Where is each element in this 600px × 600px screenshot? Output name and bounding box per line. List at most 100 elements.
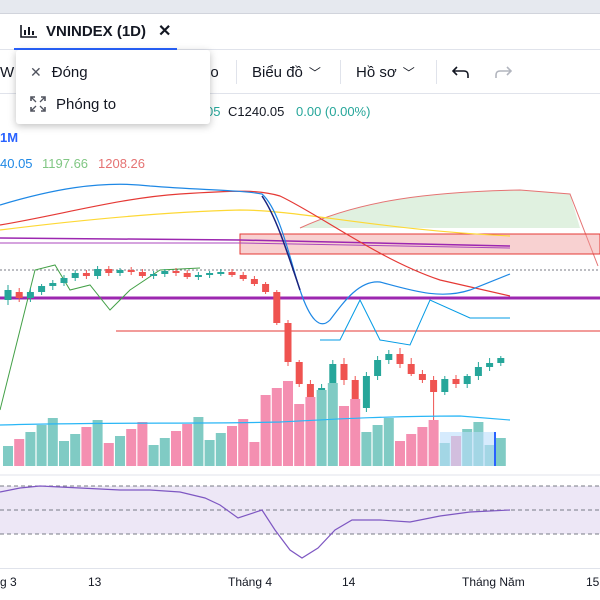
candle-body (15, 292, 23, 298)
toolbar-divider (436, 60, 437, 84)
close-icon[interactable]: ✕ (158, 23, 172, 40)
candle-body (228, 272, 236, 275)
price-chart[interactable] (0, 94, 600, 568)
volume-bar (406, 434, 417, 466)
candle-body (273, 292, 281, 323)
volume-bar (305, 397, 316, 466)
ma-navy (261, 195, 301, 291)
profile-label: Hồ sơ (356, 63, 397, 81)
candle-body (26, 292, 34, 298)
interval-button[interactable]: W (0, 50, 14, 94)
tab-context-menu: ✕ Đóng Phóng to (16, 50, 210, 124)
volume-bar (361, 432, 372, 466)
volume-bar (204, 440, 215, 466)
ichimoku-cloud (300, 190, 580, 228)
candle-body (497, 358, 505, 363)
tab-bar: VNINDEX (1D) ✕ (0, 14, 600, 50)
volume-bar (115, 436, 125, 466)
redo-button[interactable] (494, 50, 512, 94)
window-top-strip (0, 0, 600, 14)
candle-body (452, 379, 460, 384)
volume-bar (137, 422, 148, 466)
candle-body (385, 354, 393, 360)
maximize-icon (30, 96, 46, 112)
candle-body (217, 272, 225, 274)
volume-bar (193, 417, 204, 466)
toolbar-divider (340, 60, 341, 84)
candle-body (463, 376, 471, 384)
volume-bar (383, 418, 394, 466)
candle-body (105, 269, 113, 273)
volume-bar (81, 427, 92, 466)
candle-body (250, 279, 258, 284)
time-axis[interactable]: g 3 13 Tháng 4 14 Tháng Năm 15 (0, 568, 600, 600)
volume-bar (92, 420, 103, 466)
volume-bar (14, 439, 25, 466)
menu-item-maximize[interactable]: Phóng to (16, 88, 210, 120)
candle-body (194, 275, 202, 277)
volume-bar (417, 427, 428, 466)
volume-bar (350, 399, 361, 466)
candle-body (351, 380, 359, 408)
candle-body (396, 354, 404, 364)
profile-button[interactable]: Hồ sơ ﹀ (356, 50, 415, 94)
candle-body (161, 271, 169, 274)
candle-body (486, 363, 494, 367)
candle-body (4, 290, 12, 300)
volume-bar (327, 383, 338, 466)
candle-body (138, 272, 146, 276)
volume-bar (271, 388, 282, 466)
volume-bar (70, 434, 81, 466)
undo-button[interactable] (452, 50, 470, 94)
candle-body (71, 273, 79, 278)
candle-body (340, 364, 348, 380)
volume-bar (260, 395, 271, 466)
candle-body (127, 270, 135, 272)
chart-type-button[interactable]: Biểu đồ ﹀ (252, 50, 321, 94)
volume-bar (25, 432, 36, 466)
volume-bar (36, 425, 47, 466)
candle-body (94, 269, 102, 276)
interval-indicator: 1M (0, 130, 19, 145)
x-tick-label: 14 (342, 575, 356, 589)
volume-ma-line (0, 415, 511, 426)
candle-body (374, 360, 382, 376)
candle-body (82, 273, 90, 276)
interval-label: W (0, 63, 15, 81)
rsi-line (0, 485, 511, 559)
ma-value-2: 1197.66 (42, 156, 89, 171)
tab-title: VNINDEX (1D) (46, 22, 147, 40)
volume-bar (182, 424, 193, 466)
x-tick-label: Tháng 4 (228, 575, 273, 589)
candle-body (206, 273, 214, 275)
candle-body (262, 284, 270, 292)
candle-body (49, 283, 57, 286)
volume-bar (372, 425, 383, 466)
volume-bar (294, 404, 305, 466)
candle-body (284, 323, 292, 362)
volume-bar (126, 429, 137, 466)
candle-body (183, 273, 191, 277)
candle-body (38, 286, 46, 292)
volume-bar (47, 418, 58, 466)
ma-yellow (0, 209, 511, 237)
line-chart-icon (20, 25, 37, 38)
redo-icon (495, 66, 512, 78)
candle-body (407, 364, 415, 374)
volume-bar (495, 438, 506, 466)
candle-body (295, 362, 303, 384)
volume-bar (339, 406, 349, 466)
volume-bar (428, 420, 439, 466)
tab-vnindex[interactable]: VNINDEX (1D) ✕ (14, 14, 178, 50)
volume-bar (227, 426, 237, 466)
close-value: C1240.05 (228, 104, 285, 119)
candle-body (474, 367, 482, 376)
chart-type-label: Biểu đồ (252, 63, 303, 81)
chevron-down-icon: ﹀ (308, 65, 321, 80)
candle-body (362, 376, 370, 408)
chevron-down-icon: ﹀ (402, 65, 415, 80)
menu-item-close[interactable]: ✕ Đóng (16, 56, 210, 88)
volume-bar (103, 443, 114, 466)
volume-series (3, 381, 506, 466)
volume-bar (283, 381, 293, 466)
